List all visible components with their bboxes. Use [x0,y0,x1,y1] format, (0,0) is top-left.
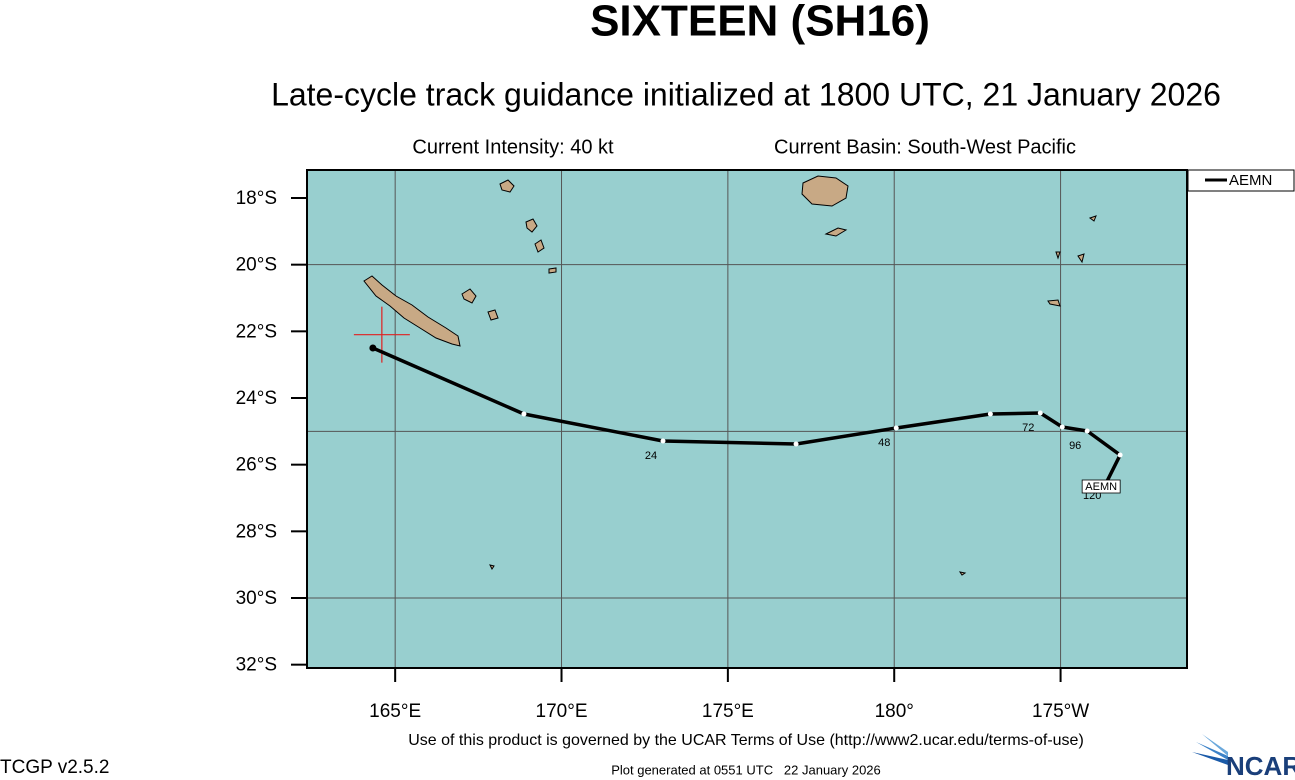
y-tick-label: 28°S [236,521,277,542]
hour-label: 72 [1022,422,1034,434]
logo-text: NCAR [1226,751,1295,780]
track-point [1037,410,1043,416]
x-tick-label: 175°E [702,701,754,722]
track-start [369,344,377,352]
grid [307,170,1187,668]
track-point [1059,424,1065,430]
annotation: Current Basin: South-West Pacific [774,136,1076,158]
track-point [793,441,799,447]
x-tick-label: 175°W [1032,701,1089,722]
track-point [893,425,899,431]
track-point [660,438,666,444]
generated: Plot generated at 0551 UTC 22 January 20… [611,762,881,777]
y-tick-label: 24°S [236,388,277,409]
track-point [987,411,993,417]
axes: 165°E 170°E 175°E 180° 175°W 18°S 20°S 22°S 24°S… [236,188,1090,722]
x-tick-label: 180° [875,701,914,722]
annotation: Current Intensity: 40 kt [412,136,614,158]
end-label-box [1081,479,1121,494]
y-tick-label: 20°S [236,255,277,276]
hour-label: 24 [645,450,657,462]
map-frame [306,169,1188,669]
track-point [1117,452,1123,458]
land [363,175,1097,576]
y-tick-label: 32°S [236,655,277,676]
y-tick-label: 18°S [236,188,277,209]
legend [1187,169,1295,192]
y-tick-label: 22°S [236,321,277,342]
track-point [521,411,527,417]
y-tick-label: 26°S [236,455,277,476]
version: TCGP v2.5.2 [0,757,109,778]
end-label: AEMN [1085,481,1117,493]
hour-label: 96 [1069,440,1081,452]
logo: NCAR [1192,734,1295,780]
ocean [307,170,1187,668]
hour-label: 48 [878,437,890,449]
y-tick-label: 30°S [236,588,277,609]
terms: Use of this product is governed by the U… [408,732,1084,749]
x-tick-label: 165°E [369,701,421,722]
chart-subtitle: Late-cycle track guidance initialized at… [271,76,1221,112]
legend-label: AEMN [1229,172,1272,189]
chart-title: SIXTEEN (SH16) [590,0,930,46]
track-point [1084,428,1090,434]
x-tick-label: 170°E [536,701,588,722]
